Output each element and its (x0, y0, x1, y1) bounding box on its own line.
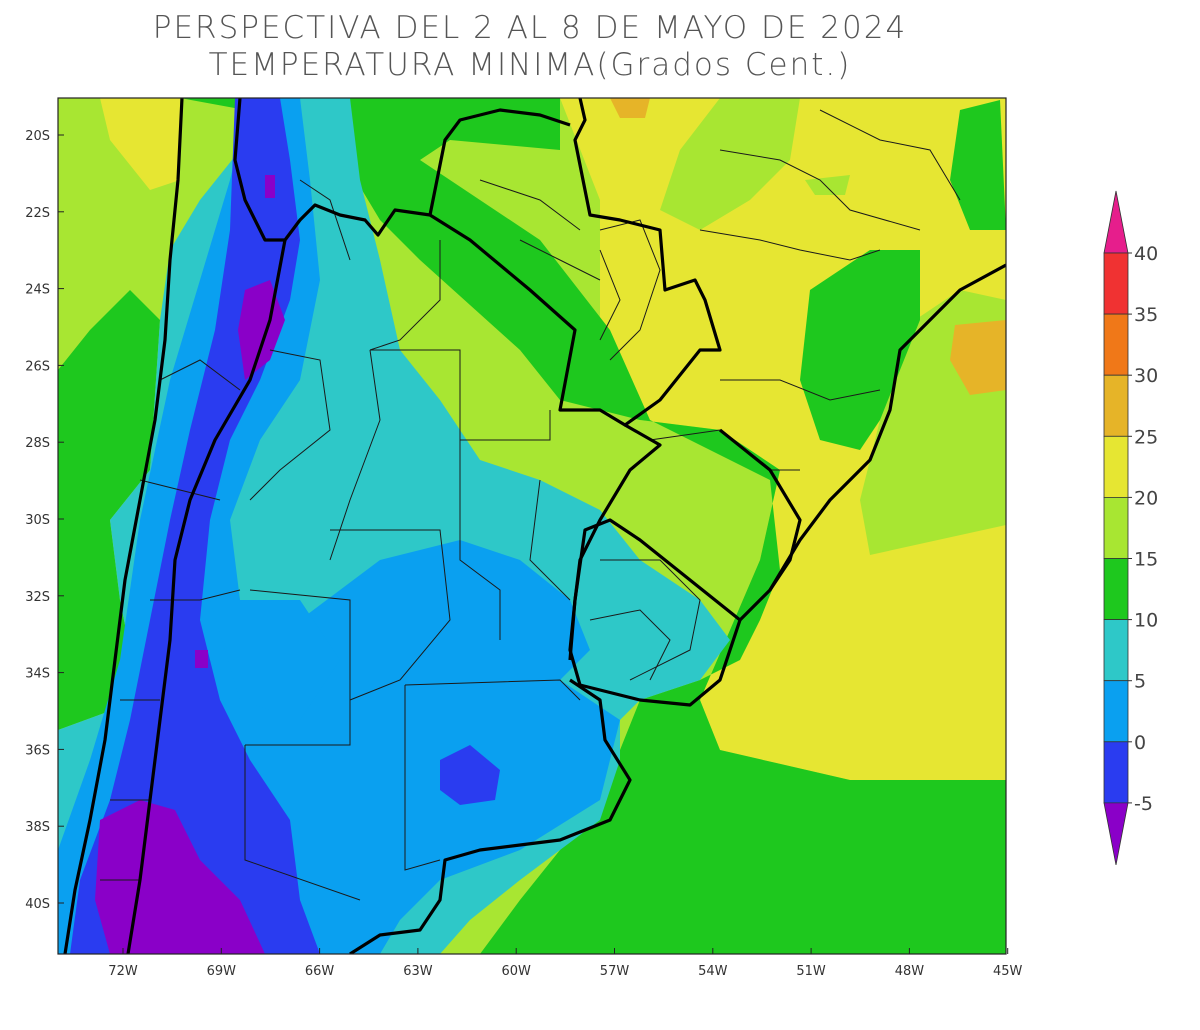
colorbar-segment (1103, 680, 1129, 743)
colorbar-label: -5 (1134, 793, 1153, 815)
colorbar-segment (1103, 252, 1129, 315)
lon-tick-label: 72W (108, 964, 138, 979)
colorbar-label: 30 (1134, 365, 1158, 387)
lon-tick-label: 60W (501, 964, 531, 979)
lat-tick-label: 20S (25, 129, 50, 144)
latitude-axis: 20S 22S 24S 26S 28S 30S 32S 34S 36S 38S 40S (25, 129, 64, 912)
lon-tick-label: 48W (895, 964, 925, 979)
lon-tick-label: 66W (305, 964, 335, 979)
colorbar-cap-top (1103, 190, 1129, 254)
colorbar-label: 10 (1134, 610, 1158, 632)
colorbar-label: 15 (1134, 549, 1158, 571)
colorbar-segment (1103, 558, 1129, 620)
lat-tick-label: 34S (25, 667, 50, 682)
colorbar-label: 35 (1134, 304, 1158, 326)
colorbar-segment (1103, 496, 1129, 559)
lon-tick-label: 69W (207, 964, 237, 979)
colorbar-label: 40 (1134, 243, 1158, 265)
temperature-field (58, 98, 1006, 954)
colorbar-segment (1103, 435, 1129, 498)
map-title: PERSPECTIVA DEL 2 AL 8 DE MAYO DE 2024 (152, 10, 908, 46)
lat-tick-label: 28S (25, 436, 50, 451)
longitude-axis: 72W 69W 66W 63W 60W 57W 54W 51W 48W 45W (108, 948, 1023, 979)
colorbar-cap-bottom (1103, 802, 1129, 865)
colorbar-label: 25 (1134, 426, 1158, 448)
lat-tick-label: 40S (25, 897, 50, 912)
lon-tick-label: 51W (796, 964, 826, 979)
map-frame (57, 97, 1007, 955)
colorbar-segment (1103, 619, 1129, 682)
map-subtitle: TEMPERATURA MINIMA(Grados Cent.) (208, 47, 852, 83)
colorbar-segment (1103, 741, 1129, 804)
colorbar-segment (1103, 313, 1129, 376)
lon-tick-label: 45W (993, 964, 1023, 979)
colorbar-segment (1103, 374, 1129, 437)
lat-tick-label: 36S (25, 743, 50, 758)
lat-tick-label: 24S (25, 283, 50, 298)
lon-tick-label: 54W (698, 964, 728, 979)
colorbar: 40 35 30 25 20 15 10 5 0 -5 (1103, 190, 1158, 865)
colorbar-label: 5 (1134, 671, 1146, 693)
province-boundaries (100, 109, 961, 901)
lat-tick-label: 22S (25, 206, 50, 221)
lon-tick-label: 63W (403, 964, 433, 979)
lat-tick-label: 32S (25, 590, 50, 605)
country-boundaries (63, 98, 1006, 954)
lat-tick-label: 30S (25, 513, 50, 528)
colorbar-label: 0 (1134, 732, 1146, 754)
colorbar-label: 20 (1134, 487, 1158, 509)
lat-tick-label: 26S (25, 359, 50, 374)
lon-tick-label: 57W (600, 964, 630, 979)
lat-tick-label: 38S (25, 820, 50, 835)
